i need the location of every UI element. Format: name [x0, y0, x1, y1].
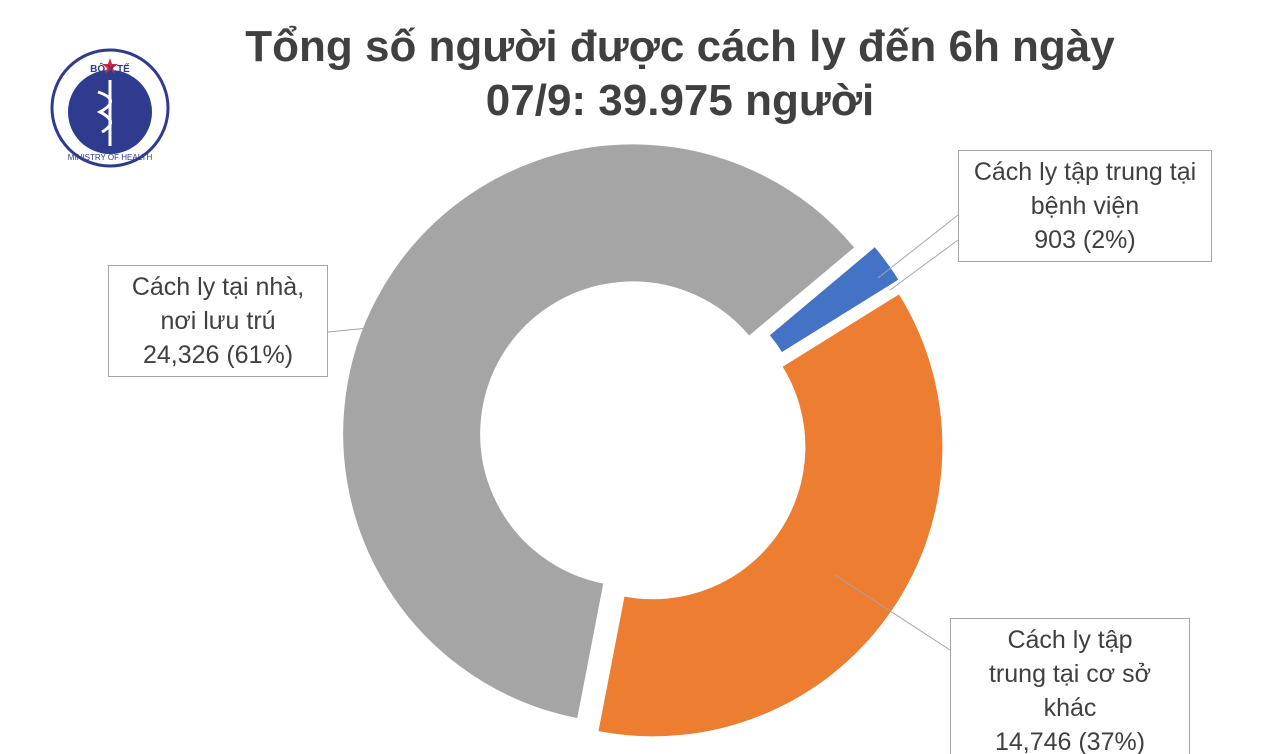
leader-line [327, 319, 451, 333]
category-label: Cách ly tại nhà, nơi lưu trú [131, 273, 305, 335]
logo-symbol [96, 80, 112, 146]
chart-title: Tổng số người được cách ly đến 6h ngày [245, 22, 1115, 71]
chart-title: 07/9: 39.975 người [485, 76, 875, 125]
leaders [327, 214, 959, 651]
logo-bottom: MINISTRY OF HEALTH [68, 153, 153, 162]
data-label: Cách ly tập trung tại bệnh viện 903 (2%) [958, 150, 1212, 262]
category-label: Cách ly tập trung tại cơ sở khác [988, 626, 1151, 722]
leader-line [877, 214, 959, 291]
donut [342, 143, 944, 738]
category-label: Cách ly tập trung tại bệnh viện [973, 158, 1197, 220]
donut-slice [597, 293, 944, 738]
leader-line [834, 574, 951, 651]
donut-slice [768, 245, 900, 354]
value-label: 24,326 (61%) [142, 341, 294, 369]
logo: BỘ Y TẾ MINISTRY OF HEALTH [50, 48, 170, 168]
logo-top: BỘ Y TẾ [90, 62, 130, 75]
logo-star [102, 58, 118, 74]
value-label: 903 (2%) [1034, 226, 1136, 254]
donut-slice [342, 143, 856, 720]
value-label: 14,746 (37%) [994, 728, 1146, 754]
data-label: Cách ly tập trung tại cơ sở khác 14,746 (… [950, 618, 1190, 754]
data-label: Cách ly tại nhà, nơi lưu trú 24,326 (61%) [108, 265, 328, 377]
